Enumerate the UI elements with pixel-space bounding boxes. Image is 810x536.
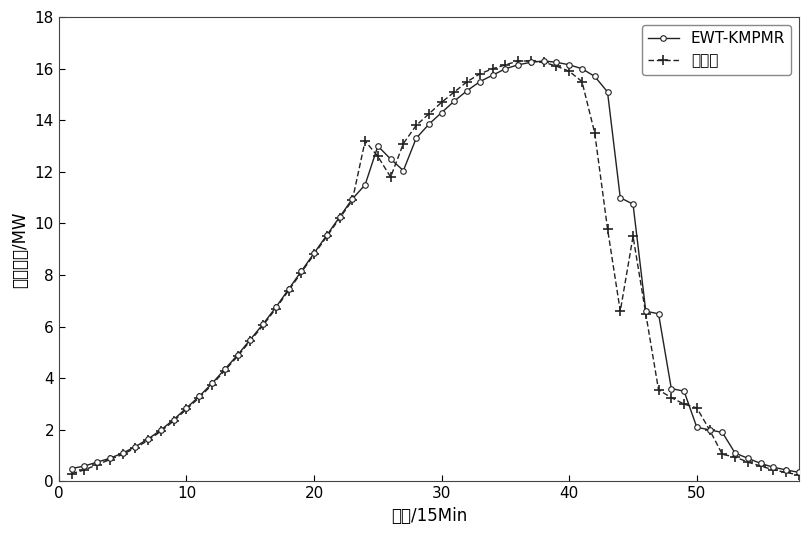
EWT-KMPMR <box>245 337 255 343</box>
EWT-KMPMR <box>232 352 242 358</box>
实际値 <box>692 405 701 411</box>
X-axis label: 时间/15Min: 时间/15Min <box>390 507 467 525</box>
实际値 <box>232 353 242 360</box>
实际値 <box>245 338 255 344</box>
Y-axis label: 光伏功率/MW: 光伏功率/MW <box>11 211 29 287</box>
实际値 <box>769 467 778 473</box>
实际値 <box>616 308 625 315</box>
EWT-KMPMR <box>692 424 701 430</box>
Line: EWT-KMPMR: EWT-KMPMR <box>69 58 802 475</box>
实际値 <box>794 472 804 478</box>
EWT-KMPMR <box>66 465 76 472</box>
Legend: EWT-KMPMR, 实际値: EWT-KMPMR, 实际値 <box>642 25 791 75</box>
EWT-KMPMR <box>794 469 804 475</box>
EWT-KMPMR <box>769 464 778 471</box>
EWT-KMPMR <box>539 58 548 64</box>
EWT-KMPMR <box>565 62 574 68</box>
实际値 <box>514 58 523 64</box>
EWT-KMPMR <box>616 195 625 201</box>
实际値 <box>565 68 574 75</box>
实际値 <box>66 471 76 477</box>
Line: 实际値: 实际値 <box>67 56 804 480</box>
